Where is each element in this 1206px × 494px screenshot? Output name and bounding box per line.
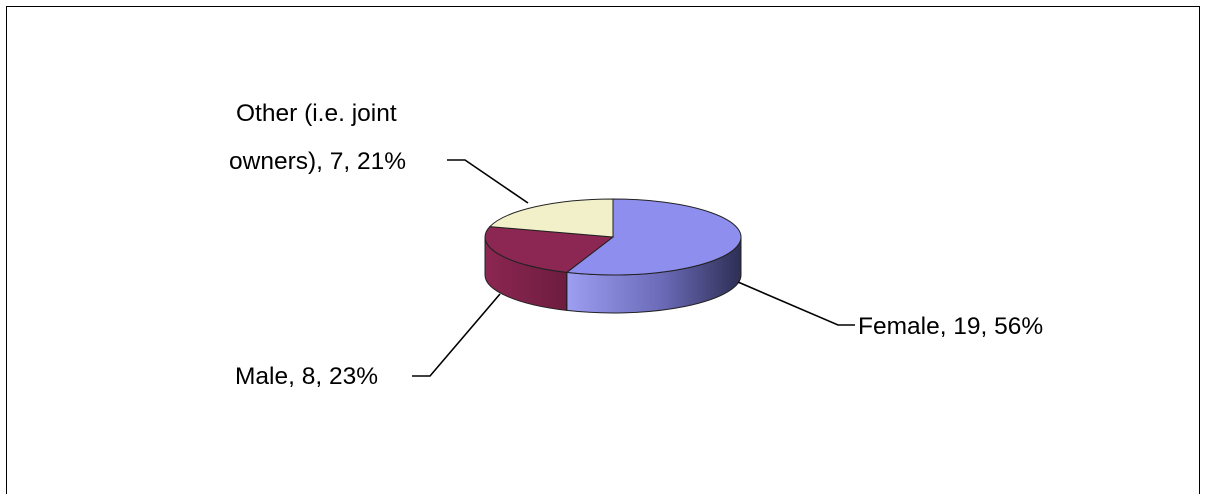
data-label-female: Female, 19, 56%	[858, 313, 1043, 340]
pie-slice-other	[488, 198, 614, 238]
leader-line-other	[447, 159, 529, 204]
data-label-other-line1: Other (i.e. joint	[236, 100, 397, 127]
pie-slice-male	[484, 226, 615, 273]
pie-3d	[484, 198, 742, 314]
data-label-male: Male, 8, 23%	[235, 363, 378, 390]
data-label-other-line2: owners), 7, 21%	[229, 148, 406, 175]
leader-line-male	[412, 293, 501, 377]
leader-line-female	[737, 281, 855, 326]
pie-slice-female	[565, 198, 742, 276]
